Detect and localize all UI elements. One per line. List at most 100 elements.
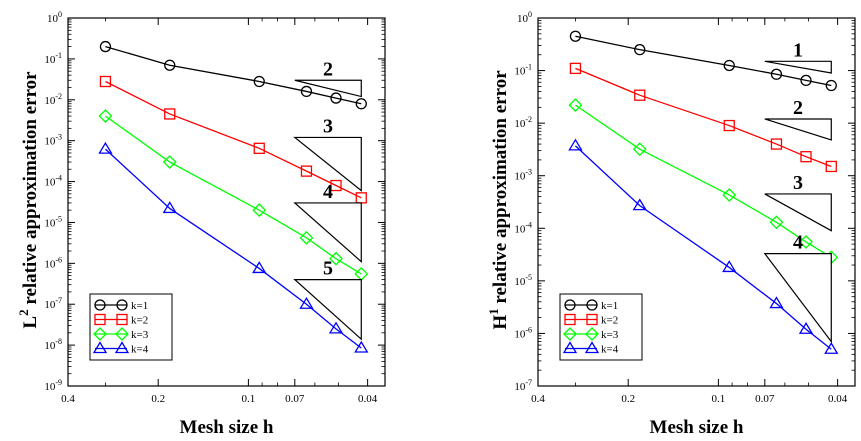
y-tick-label: 10-4 bbox=[514, 220, 532, 235]
data-point bbox=[769, 296, 784, 309]
data-point bbox=[114, 341, 130, 354]
legend-label: k=4 bbox=[131, 344, 149, 356]
legend-label: k=2 bbox=[131, 315, 148, 327]
series-k=2 bbox=[99, 75, 367, 204]
x-tick-label: 0.2 bbox=[621, 393, 635, 405]
rate-triangle: 3 bbox=[764, 172, 832, 232]
data-point bbox=[300, 85, 313, 98]
y-tick-label: 10-3 bbox=[514, 168, 532, 183]
y-tick-label: 10-5 bbox=[44, 214, 62, 229]
data-point bbox=[569, 30, 582, 42]
data-point bbox=[632, 198, 647, 211]
data-point bbox=[94, 313, 106, 326]
data-point bbox=[563, 327, 577, 341]
rate-label: 5 bbox=[323, 258, 333, 280]
y-tick-label: 100 bbox=[47, 10, 62, 25]
series-k=4 bbox=[568, 138, 839, 354]
rate-triangle: 4 bbox=[763, 232, 832, 344]
rate-label: 3 bbox=[323, 115, 333, 137]
x-tick-label: 0.04 bbox=[358, 393, 378, 405]
y-tick-label: 10-7 bbox=[514, 378, 532, 393]
data-point bbox=[253, 142, 265, 154]
y-tick-label: 10-2 bbox=[514, 115, 532, 130]
data-point bbox=[800, 74, 812, 87]
data-point bbox=[800, 151, 812, 163]
legend-label: k=1 bbox=[601, 300, 618, 312]
data-point bbox=[564, 313, 576, 326]
data-point bbox=[585, 327, 599, 341]
rate-triangle-shape bbox=[293, 136, 362, 192]
data-point bbox=[162, 201, 177, 214]
data-point bbox=[328, 321, 344, 334]
rate-label: 1 bbox=[793, 39, 803, 61]
y-tick-label: 10-1 bbox=[514, 63, 532, 78]
data-point bbox=[162, 155, 177, 169]
data-point bbox=[770, 68, 783, 80]
legend: k=1 k=2 k=3 k=4 bbox=[89, 293, 173, 361]
x-axis-label: Mesh size h bbox=[180, 417, 274, 438]
data-point bbox=[634, 44, 646, 56]
rate-triangle-shape bbox=[764, 60, 832, 74]
chart-panel-1: 10-9 10-8 10-7 10-6 10-5 10-4 10-3 10-2 10-1 100 0… bbox=[16, 10, 386, 438]
rate-triangle: 2 bbox=[764, 97, 832, 141]
rate-label: 2 bbox=[793, 97, 803, 119]
data-point bbox=[568, 138, 583, 151]
y-tick-label: 10-2 bbox=[44, 92, 62, 107]
data-point bbox=[93, 327, 107, 341]
data-point bbox=[562, 341, 578, 354]
legend: k=1 k=2 k=3 k=4 bbox=[559, 293, 643, 361]
data-point bbox=[799, 235, 813, 249]
data-point bbox=[632, 142, 647, 157]
data-point bbox=[798, 322, 814, 334]
rate-triangle-shape bbox=[293, 279, 362, 341]
y-tick-label: 100 bbox=[517, 10, 532, 25]
plot-frame bbox=[67, 17, 386, 387]
series-line bbox=[105, 45, 362, 105]
y-tick-label: 10-7 bbox=[44, 296, 62, 311]
x-tick-label: 0.2 bbox=[151, 393, 165, 405]
data-point bbox=[723, 59, 735, 72]
data-point bbox=[99, 40, 112, 53]
rate-label: 2 bbox=[323, 58, 333, 80]
rate-triangle: 3 bbox=[293, 115, 362, 192]
data-point bbox=[586, 299, 598, 311]
data-point bbox=[722, 188, 737, 202]
data-point bbox=[164, 108, 176, 120]
data-point bbox=[299, 230, 314, 245]
data-point bbox=[115, 327, 129, 341]
data-point bbox=[253, 75, 265, 88]
series-k=3 bbox=[98, 109, 369, 281]
rate-triangle-shape bbox=[763, 252, 832, 344]
rate-label: 4 bbox=[793, 232, 803, 254]
data-point bbox=[252, 203, 267, 218]
series-line bbox=[104, 148, 362, 349]
data-point bbox=[584, 341, 600, 354]
chart-panel-2: 10-7 10-6 10-5 10-4 10-3 10-2 10-1 100 0.4 0.2 0.1… bbox=[486, 10, 856, 438]
data-point bbox=[769, 215, 784, 230]
data-point bbox=[98, 109, 113, 123]
series-line bbox=[574, 145, 832, 350]
legend-label: k=3 bbox=[131, 329, 149, 341]
legend-label: k=1 bbox=[131, 300, 148, 312]
data-point bbox=[564, 299, 576, 311]
data-point bbox=[330, 179, 342, 192]
series-line bbox=[575, 35, 832, 87]
legend-label: k=2 bbox=[601, 315, 618, 327]
y-tick-label: 10-6 bbox=[44, 255, 62, 270]
rate-triangle: 5 bbox=[293, 258, 362, 341]
data-point bbox=[825, 79, 837, 92]
x-tick-label: 0.4 bbox=[531, 393, 545, 405]
data-point bbox=[98, 141, 113, 154]
rate-triangle-shape bbox=[294, 79, 362, 98]
data-point bbox=[299, 296, 314, 309]
y-tick-label: 10-6 bbox=[514, 325, 532, 340]
series-line bbox=[575, 67, 832, 168]
x-tick-label: 0.1 bbox=[242, 393, 256, 405]
data-point bbox=[824, 341, 839, 354]
rate-label: 4 bbox=[323, 181, 333, 203]
rate-triangle: 1 bbox=[764, 39, 832, 74]
x-tick-label: 0.04 bbox=[828, 393, 848, 405]
data-point bbox=[634, 89, 646, 101]
series-k=1 bbox=[569, 30, 837, 92]
